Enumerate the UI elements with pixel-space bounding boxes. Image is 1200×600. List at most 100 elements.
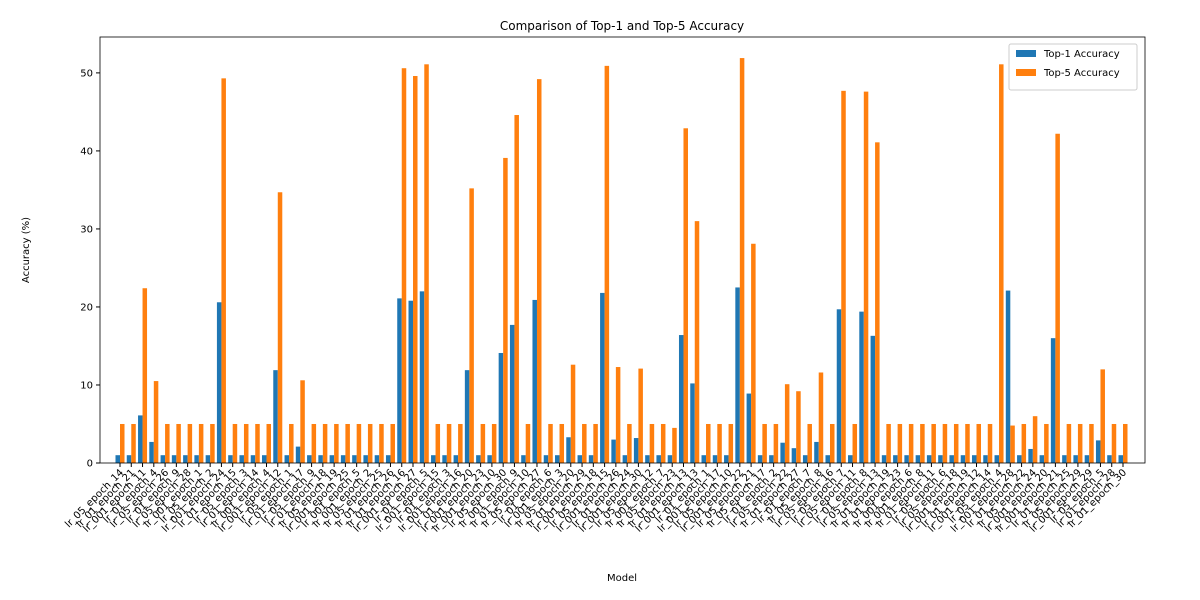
- bar: [818, 372, 824, 463]
- bar: [277, 192, 283, 463]
- bar: [311, 423, 317, 463]
- bar: [983, 455, 988, 463]
- legend-box: [1008, 43, 1138, 91]
- bar: [915, 455, 921, 463]
- bar: [503, 157, 508, 463]
- bar: [334, 423, 339, 463]
- bar: [401, 68, 407, 463]
- bar: [228, 455, 233, 463]
- bar: [548, 423, 553, 463]
- bar: [627, 423, 632, 463]
- bar: [1010, 425, 1015, 463]
- bar: [340, 455, 346, 463]
- bar: [1028, 448, 1033, 463]
- bar: [577, 455, 583, 463]
- bar: [762, 423, 767, 463]
- bar: [397, 298, 402, 463]
- bar: [1021, 423, 1027, 463]
- bar: [780, 442, 785, 463]
- bar: [559, 423, 565, 463]
- y-tick-label: 40: [80, 146, 93, 157]
- bar: [926, 455, 932, 463]
- bar: [724, 455, 729, 463]
- bar: [408, 300, 414, 463]
- bar: [994, 455, 1000, 463]
- bar: [694, 221, 700, 463]
- bar: [859, 311, 864, 463]
- bar: [1084, 455, 1090, 463]
- bar: [273, 370, 278, 463]
- bar: [971, 455, 977, 463]
- bar: [814, 441, 819, 463]
- y-tick-label: 0: [87, 459, 93, 470]
- bar: [216, 302, 222, 463]
- bar: [521, 455, 526, 463]
- bar: [435, 423, 441, 463]
- bar: [942, 423, 948, 463]
- bar: [536, 79, 542, 463]
- bar: [1111, 423, 1117, 463]
- bar: [965, 423, 970, 463]
- bar: [829, 423, 835, 463]
- bar: [746, 393, 752, 463]
- bar: [356, 423, 362, 463]
- bar: [706, 423, 711, 463]
- bar: [645, 455, 650, 463]
- y-tick-label: 10: [80, 380, 93, 391]
- bar: [514, 115, 519, 464]
- bar: [712, 455, 718, 463]
- legend-swatch: [1016, 69, 1036, 76]
- bar: [1055, 133, 1060, 463]
- bar: [266, 423, 272, 463]
- bar: [543, 455, 549, 463]
- y-axis-label: Accuracy (%): [21, 217, 32, 283]
- bar: [863, 91, 869, 463]
- bar: [690, 383, 695, 463]
- bar: [183, 455, 188, 463]
- bar: [1095, 440, 1101, 463]
- bar: [498, 352, 504, 463]
- bar: [255, 423, 260, 463]
- bar: [931, 423, 936, 463]
- bar: [739, 58, 745, 464]
- bar: [476, 455, 481, 463]
- bar: [999, 64, 1004, 464]
- bar: [1077, 423, 1083, 463]
- bar: [138, 415, 143, 463]
- bar: [555, 455, 560, 463]
- bar: [904, 455, 909, 463]
- bar: [633, 438, 639, 463]
- bar: [239, 455, 244, 463]
- bar: [385, 455, 391, 463]
- bar: [1089, 423, 1094, 463]
- bar: [322, 423, 328, 463]
- bar: [419, 291, 425, 463]
- bar: [126, 455, 132, 463]
- bar: [367, 423, 373, 463]
- bar: [949, 455, 954, 463]
- bar: [318, 455, 323, 463]
- bar: [953, 423, 959, 463]
- bar: [352, 455, 357, 463]
- bar: [773, 423, 779, 463]
- bar: [728, 423, 734, 463]
- bar: [757, 455, 763, 463]
- x-axis-label: Model: [607, 573, 637, 584]
- bar: [532, 299, 537, 463]
- bar: [345, 423, 350, 463]
- bar: [300, 380, 305, 463]
- bar: [289, 423, 294, 463]
- bar: [604, 65, 610, 463]
- bar: [825, 455, 830, 463]
- bar: [987, 423, 993, 463]
- bar: [960, 455, 966, 463]
- bar: [379, 423, 384, 463]
- bar: [232, 423, 238, 463]
- bar: [491, 423, 497, 463]
- bar: [221, 78, 226, 463]
- y-tick-label: 30: [80, 224, 93, 235]
- bar: [1062, 455, 1067, 463]
- bar: [1066, 423, 1072, 463]
- bar: [1107, 455, 1112, 463]
